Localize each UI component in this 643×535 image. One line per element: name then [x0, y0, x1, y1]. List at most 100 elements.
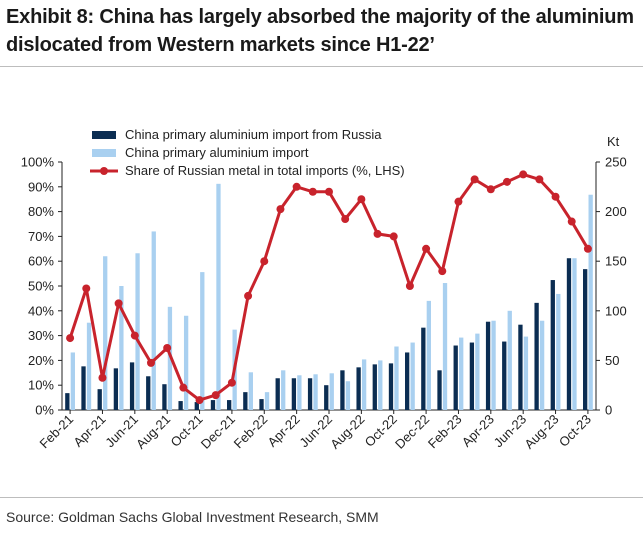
left-axis-tick-label: 30% [28, 328, 54, 343]
bar-total-import [539, 320, 545, 410]
share-point [389, 232, 398, 241]
legend-label-total: China primary aluminium import [125, 145, 309, 160]
x-axis-tick-label: Aug-23 [521, 412, 561, 452]
legend-label-russia: China primary aluminium import from Russ… [125, 127, 382, 142]
x-axis-tick-label: Feb-23 [425, 412, 465, 452]
bar-total-import [442, 283, 448, 410]
share-point [405, 282, 414, 290]
legend: China primary aluminium import from Russ… [90, 127, 405, 178]
x-axis-tick-label: Feb-22 [231, 412, 271, 452]
bar-russia-import [469, 342, 475, 410]
share-point [567, 217, 576, 226]
bar-russia-import [81, 366, 86, 410]
bar-russia-import [65, 393, 70, 410]
left-axis-tick-label: 80% [28, 204, 54, 219]
bar-total-import [459, 337, 464, 410]
left-axis-tick-label: 90% [28, 179, 54, 194]
legend-swatch-total [92, 149, 116, 157]
chart-title-line-2: dislocated from Western markets since H1… [6, 34, 435, 56]
share-point [244, 291, 253, 300]
bar-russia-import [550, 280, 555, 410]
x-axis-tick-label: Apr-21 [70, 412, 108, 450]
bar-russia-import [340, 370, 345, 410]
bar-russia-import [275, 378, 280, 410]
share-point [308, 187, 317, 196]
left-axis-tick-label: 10% [28, 378, 54, 393]
share-point [470, 175, 479, 184]
bar-russia-import [356, 367, 361, 410]
share-point [260, 257, 269, 266]
bottom-divider [0, 497, 643, 498]
bar-russia-import [97, 389, 102, 410]
share-point [130, 331, 139, 340]
top-divider [0, 66, 643, 67]
left-axis-tick-label: 60% [28, 254, 54, 269]
bar-total-import [70, 352, 75, 410]
bar-total-import [151, 231, 156, 410]
legend-swatch-russia [92, 131, 116, 139]
left-axis-tick-label: 20% [28, 353, 54, 368]
share-point [535, 175, 544, 184]
bar-russia-import [227, 400, 232, 410]
bar-total-import [103, 256, 108, 410]
x-axis-tick-label: Oct-23 [556, 412, 594, 450]
bar-russia-import [372, 364, 377, 410]
bar-total-import [523, 336, 529, 410]
bar-total-import [216, 183, 221, 410]
right-axis-tick-label: 0 [605, 403, 612, 418]
bar-russia-import [194, 402, 199, 410]
share-point [503, 177, 511, 186]
bar-russia-import [307, 378, 313, 410]
bar-total-import [507, 310, 512, 410]
share-point [163, 344, 172, 352]
share-point [454, 197, 463, 206]
bar-russia-import [243, 392, 248, 410]
bar-russia-import [291, 378, 297, 410]
bar-russia-import [405, 352, 410, 410]
bar-total-import [394, 346, 399, 410]
x-axis-tick-label: Dec-22 [392, 412, 432, 452]
left-axis-tick-label: 70% [28, 229, 54, 244]
left-axis-tick-label: 100% [21, 155, 55, 170]
bar-total-import [119, 286, 124, 410]
left-axis-tick-label: 50% [28, 279, 54, 294]
share-point [583, 244, 592, 253]
bar-total-import [556, 293, 561, 410]
chart-title-line-1: Exhibit 8: China has largely absorbed th… [6, 6, 634, 28]
bar-total-import [345, 381, 351, 410]
right-axis-tick-label: 100 [605, 303, 627, 318]
bar-russia-import [178, 401, 183, 410]
share-point [422, 244, 431, 253]
share-point [179, 383, 188, 392]
bar-russia-import [518, 324, 523, 410]
share-point [373, 229, 382, 238]
x-axis-tick-label: Apr-23 [459, 412, 497, 450]
bar-russia-import [259, 399, 264, 410]
chart: China primary aluminium import from Russ… [21, 127, 627, 452]
bar-russia-import [437, 370, 442, 410]
share-point [195, 396, 204, 405]
bar-total-import [200, 272, 205, 410]
bar-russia-import [534, 302, 539, 410]
bar-total-import [426, 300, 431, 410]
bar-total-import [378, 360, 383, 410]
bar-russia-import [421, 327, 426, 410]
bar-total-import [572, 258, 577, 410]
bar-total-import [313, 374, 318, 410]
bar-total-import [264, 392, 270, 410]
share-point [98, 373, 107, 382]
bar-total-import [281, 370, 286, 410]
bar-total-import [491, 320, 496, 410]
right-axis-tick-label: 150 [605, 254, 627, 269]
left-axis-tick-label: 40% [28, 303, 54, 318]
share-point [292, 182, 301, 191]
bar-total-import [86, 322, 92, 410]
share-point [551, 192, 560, 201]
bar-total-import [297, 375, 302, 410]
bar-russia-import [324, 385, 329, 410]
bar-russia-import [388, 363, 394, 410]
legend-swatch-share-marker [100, 167, 108, 175]
legend-label-share: Share of Russian metal in total imports … [125, 163, 405, 178]
share-point [211, 391, 220, 400]
share-point [227, 378, 236, 387]
